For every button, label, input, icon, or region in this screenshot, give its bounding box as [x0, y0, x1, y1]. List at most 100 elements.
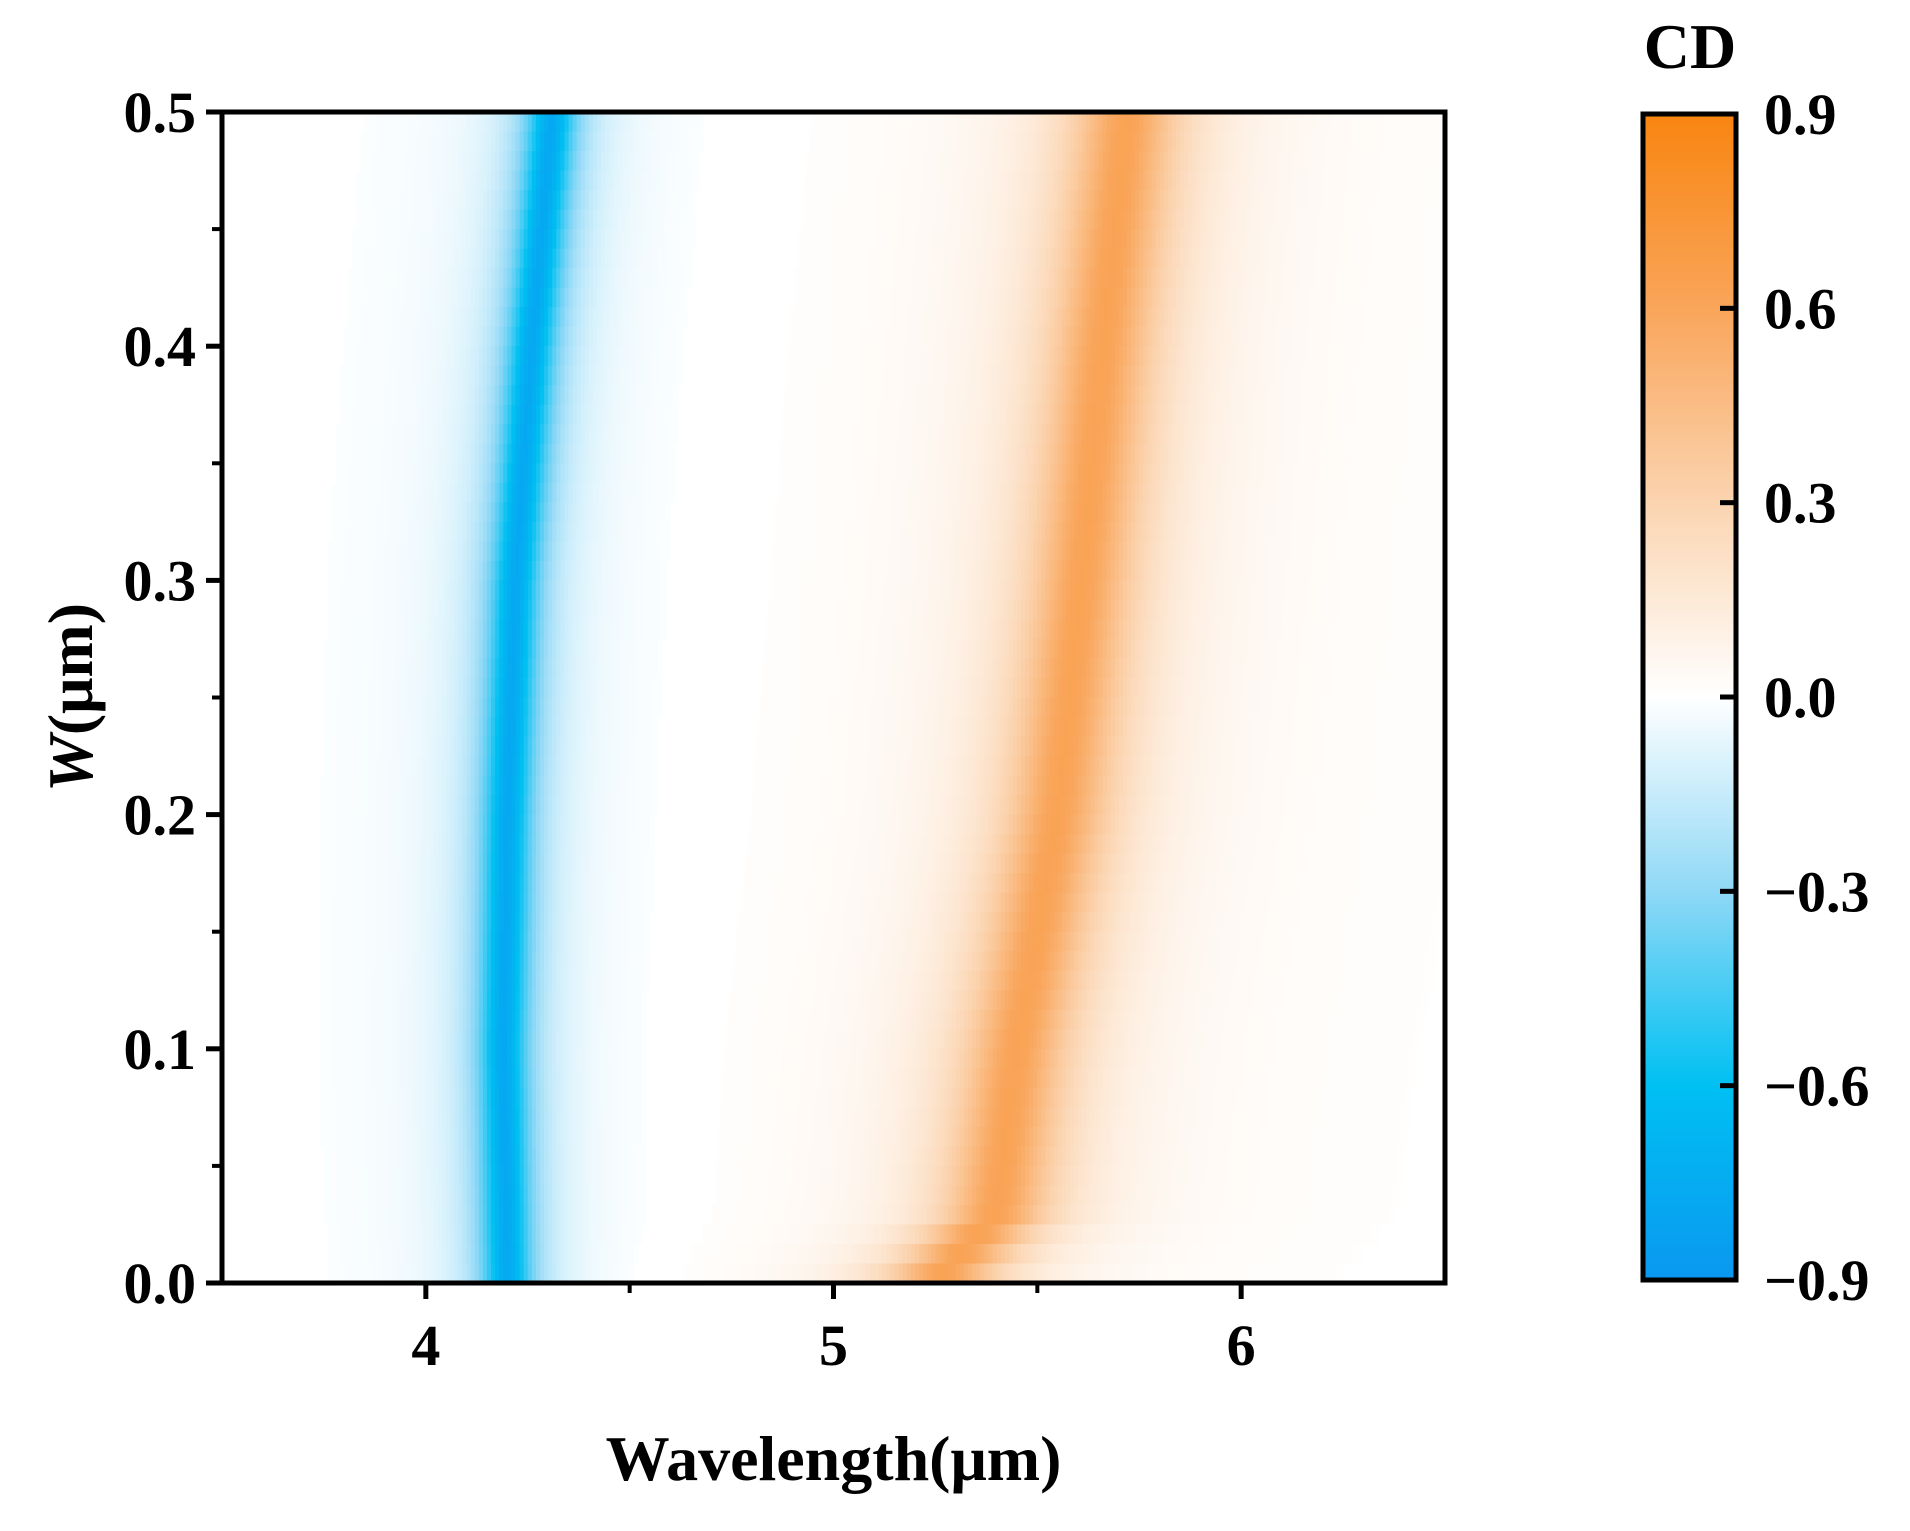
heatmap-cell [1363, 248, 1369, 269]
heatmap-cell [788, 443, 794, 464]
heatmap-cell [1012, 463, 1018, 484]
heatmap-cell [1302, 131, 1307, 152]
heatmap-cell [1392, 229, 1397, 250]
heatmap-cell [1371, 112, 1377, 133]
heatmap-cell [1147, 346, 1153, 367]
heatmap-cell [1269, 248, 1275, 269]
heatmap-cell [919, 131, 924, 152]
heatmap-cell [1363, 268, 1369, 289]
heatmap-cell [980, 424, 985, 445]
heatmap-cell [1212, 229, 1218, 250]
heatmap-cell [829, 170, 835, 191]
heatmap-cell [1069, 170, 1075, 191]
heatmap-cell [804, 307, 810, 328]
heatmap-cell [1290, 229, 1295, 250]
heatmap-cell [654, 287, 659, 308]
heatmap-cell [478, 346, 484, 367]
heatmap-cell [1306, 248, 1312, 269]
heatmap-cell [1257, 365, 1263, 386]
heatmap-cell [1069, 229, 1075, 250]
heatmap-cell [935, 131, 941, 152]
heatmap-cell [633, 326, 639, 347]
heatmap-cell [617, 404, 623, 425]
heatmap-cell [1086, 482, 1091, 503]
heatmap-cell [592, 482, 598, 503]
heatmap-cell [886, 190, 892, 211]
heatmap-cell [1269, 190, 1275, 211]
heatmap-cell [1392, 326, 1397, 347]
heatmap-cell [442, 463, 447, 484]
heatmap-cell [1265, 248, 1271, 269]
heatmap-cell [584, 443, 590, 464]
heatmap-cell [1220, 112, 1226, 133]
heatmap-cell [1339, 151, 1344, 172]
heatmap-cell [1416, 346, 1422, 367]
heatmap-cell [1269, 404, 1275, 425]
heatmap-cell [902, 248, 908, 269]
heatmap-cell [841, 229, 847, 250]
heatmap-cell [1375, 404, 1381, 425]
heatmap-cell [1057, 365, 1063, 386]
heatmap-cell [1241, 151, 1246, 172]
heatmap-cell [613, 404, 619, 425]
heatmap-cell [1277, 463, 1283, 484]
heatmap-cell [1310, 424, 1316, 445]
heatmap-cell [1290, 443, 1295, 464]
heatmap-cell [1094, 112, 1100, 133]
heatmap-cell [389, 229, 394, 250]
heatmap-cell [1298, 229, 1303, 250]
heatmap-cell [1318, 287, 1324, 308]
heatmap-cell [1224, 443, 1230, 464]
heatmap-cell [1224, 248, 1230, 269]
heatmap-cell [906, 307, 912, 328]
heatmap-cell [385, 365, 390, 386]
heatmap-cell [1167, 112, 1173, 133]
heatmap-cell [1163, 268, 1169, 289]
heatmap-cell [947, 443, 953, 464]
heatmap-cell [409, 424, 415, 445]
heatmap-cell [1131, 443, 1136, 464]
heatmap-cell [560, 248, 566, 269]
heatmap-cell [1290, 482, 1295, 503]
heatmap-cell [658, 287, 663, 308]
heatmap-cell [951, 190, 957, 211]
heatmap-cell [1281, 443, 1287, 464]
heatmap-cell [1188, 112, 1193, 133]
heatmap-cell [1110, 385, 1116, 406]
heatmap-cell [592, 365, 598, 386]
heatmap-cell [1188, 209, 1193, 230]
heatmap-cell [601, 424, 606, 445]
heatmap-cell [935, 326, 941, 347]
heatmap-cell [1224, 385, 1230, 406]
heatmap-cell [523, 385, 529, 406]
heatmap-cell [1269, 287, 1275, 308]
heatmap-cell [629, 502, 635, 523]
heatmap-cell [1400, 404, 1405, 425]
heatmap-cell [1396, 385, 1401, 406]
heatmap-cell [1351, 170, 1356, 191]
heatmap-cell [1383, 151, 1389, 172]
heatmap-cell [951, 287, 957, 308]
heatmap-cell [902, 209, 908, 230]
heatmap-cell [1037, 190, 1043, 211]
heatmap-cell [874, 268, 879, 289]
heatmap-cell [376, 326, 382, 347]
heatmap-cell [1212, 287, 1218, 308]
heatmap-cell [592, 268, 598, 289]
heatmap-cell [360, 326, 366, 347]
heatmap-cell [690, 151, 696, 172]
heatmap-cell [1375, 151, 1381, 172]
heatmap-cell [560, 268, 566, 289]
heatmap-cell [1122, 170, 1128, 191]
heatmap-cell [1310, 268, 1316, 289]
heatmap-cell [588, 170, 594, 191]
heatmap-cell [1245, 112, 1250, 133]
heatmap-cell [809, 190, 814, 211]
heatmap-cell [385, 268, 390, 289]
heatmap-cell [670, 463, 676, 484]
heatmap-cell [1180, 424, 1185, 445]
heatmap-cell [1110, 365, 1116, 386]
heatmap-cell [947, 268, 953, 289]
heatmap-cell [1383, 385, 1389, 406]
heatmap-cell [1343, 170, 1348, 191]
